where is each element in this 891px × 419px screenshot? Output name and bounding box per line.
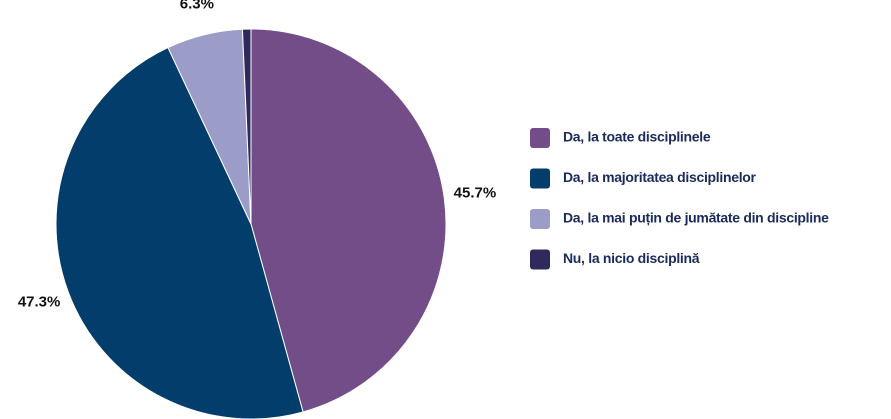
pie-slice [250, 28, 447, 413]
slice-label: 45.7% [454, 185, 497, 202]
pie-slice [241, 28, 252, 225]
slice-label: 6.3% [180, 0, 214, 13]
legend-label: Nu, la nicio disciplină [563, 250, 700, 266]
pie-slice [55, 46, 304, 419]
legend-swatch [530, 209, 550, 229]
legend-label: Da, la toate disciplinele [563, 129, 711, 145]
legend-label: Da, la majoritatea disciplinelor [563, 169, 757, 185]
legend-swatch [530, 168, 550, 189]
legend-label: Da, la mai puțin de jumătate din discipl… [563, 210, 829, 226]
legend-swatch [530, 128, 550, 148]
legend-swatch [530, 249, 550, 270]
slice-label: 47.3% [18, 294, 61, 311]
